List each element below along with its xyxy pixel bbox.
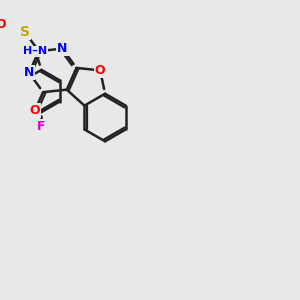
Text: O: O	[95, 64, 105, 77]
Text: N: N	[24, 66, 34, 80]
Text: O: O	[0, 18, 6, 31]
Text: F: F	[37, 121, 46, 134]
Text: N: N	[57, 42, 68, 55]
Text: O: O	[29, 104, 40, 117]
Text: H–N: H–N	[23, 46, 48, 56]
Text: S: S	[20, 25, 30, 39]
